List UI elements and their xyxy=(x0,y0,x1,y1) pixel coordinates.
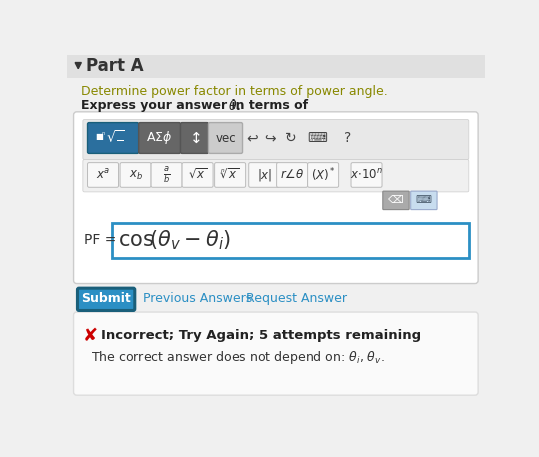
Text: $x{\cdot}10^n$: $x{\cdot}10^n$ xyxy=(350,168,383,182)
Text: Part A: Part A xyxy=(86,58,143,75)
Text: ↪: ↪ xyxy=(265,131,277,145)
FancyBboxPatch shape xyxy=(182,163,213,187)
Text: PF =: PF = xyxy=(85,234,117,247)
Text: Determine power factor in terms of power angle.: Determine power factor in terms of power… xyxy=(81,85,388,98)
FancyBboxPatch shape xyxy=(112,223,469,258)
FancyBboxPatch shape xyxy=(151,163,182,187)
FancyBboxPatch shape xyxy=(308,163,338,187)
FancyBboxPatch shape xyxy=(120,163,151,187)
FancyBboxPatch shape xyxy=(78,288,135,310)
Text: ↻: ↻ xyxy=(285,131,296,145)
FancyBboxPatch shape xyxy=(74,312,478,395)
FancyBboxPatch shape xyxy=(209,122,243,154)
FancyBboxPatch shape xyxy=(87,163,119,187)
Text: A$\Sigma\phi$: A$\Sigma\phi$ xyxy=(147,129,172,147)
FancyBboxPatch shape xyxy=(83,120,469,159)
FancyBboxPatch shape xyxy=(74,112,478,283)
Text: $\sqrt{x}$: $\sqrt{x}$ xyxy=(188,168,208,182)
Text: $\updownarrow$: $\updownarrow$ xyxy=(187,131,202,145)
FancyBboxPatch shape xyxy=(139,122,181,154)
Text: $\mathrm{cos}\!\left(\theta_v - \theta_i\right)$: $\mathrm{cos}\!\left(\theta_v - \theta_i… xyxy=(118,228,231,252)
Text: ?: ? xyxy=(344,131,351,145)
Text: $|x|$: $|x|$ xyxy=(257,167,272,183)
FancyBboxPatch shape xyxy=(181,122,209,154)
Text: ↩: ↩ xyxy=(246,131,258,145)
Text: ⌨: ⌨ xyxy=(307,131,327,145)
Text: vec: vec xyxy=(215,132,236,144)
Text: ⌫: ⌫ xyxy=(388,196,404,205)
FancyBboxPatch shape xyxy=(277,163,308,187)
Text: $^n$: $^n$ xyxy=(101,130,106,136)
FancyBboxPatch shape xyxy=(83,159,469,192)
Text: $\sqrt[n]{x}$: $\sqrt[n]{x}$ xyxy=(220,168,240,182)
FancyBboxPatch shape xyxy=(67,55,485,78)
Text: $(X)^*$: $(X)^*$ xyxy=(310,166,336,184)
Text: $\theta$.: $\theta$. xyxy=(228,99,241,113)
Text: Request Answer: Request Answer xyxy=(246,292,347,305)
Text: ✘: ✘ xyxy=(83,327,98,345)
Text: $\sqrt{\overline{\ }}$: $\sqrt{\overline{\ }}$ xyxy=(106,130,125,146)
FancyBboxPatch shape xyxy=(351,163,382,187)
Text: $r\angle\theta$: $r\angle\theta$ xyxy=(280,169,305,181)
FancyBboxPatch shape xyxy=(383,191,409,210)
FancyBboxPatch shape xyxy=(248,163,280,187)
FancyBboxPatch shape xyxy=(411,191,437,210)
Polygon shape xyxy=(75,63,81,69)
Text: Previous Answers: Previous Answers xyxy=(143,292,253,305)
Text: Incorrect; Try Again; 5 attempts remaining: Incorrect; Try Again; 5 attempts remaini… xyxy=(101,329,421,342)
Text: $\frac{a}{b}$: $\frac{a}{b}$ xyxy=(163,165,170,185)
FancyBboxPatch shape xyxy=(87,122,139,154)
Text: ⌨: ⌨ xyxy=(416,196,432,205)
Text: $x^a$: $x^a$ xyxy=(96,168,110,182)
Text: $x_b$: $x_b$ xyxy=(128,169,143,181)
Text: Submit: Submit xyxy=(81,292,131,305)
FancyBboxPatch shape xyxy=(215,163,246,187)
Text: ■: ■ xyxy=(95,132,103,141)
Text: Express your answer in terms of: Express your answer in terms of xyxy=(81,99,313,112)
Text: The correct answer does not depend on: $\theta_i$, $\theta_v$.: The correct answer does not depend on: $… xyxy=(91,349,384,366)
